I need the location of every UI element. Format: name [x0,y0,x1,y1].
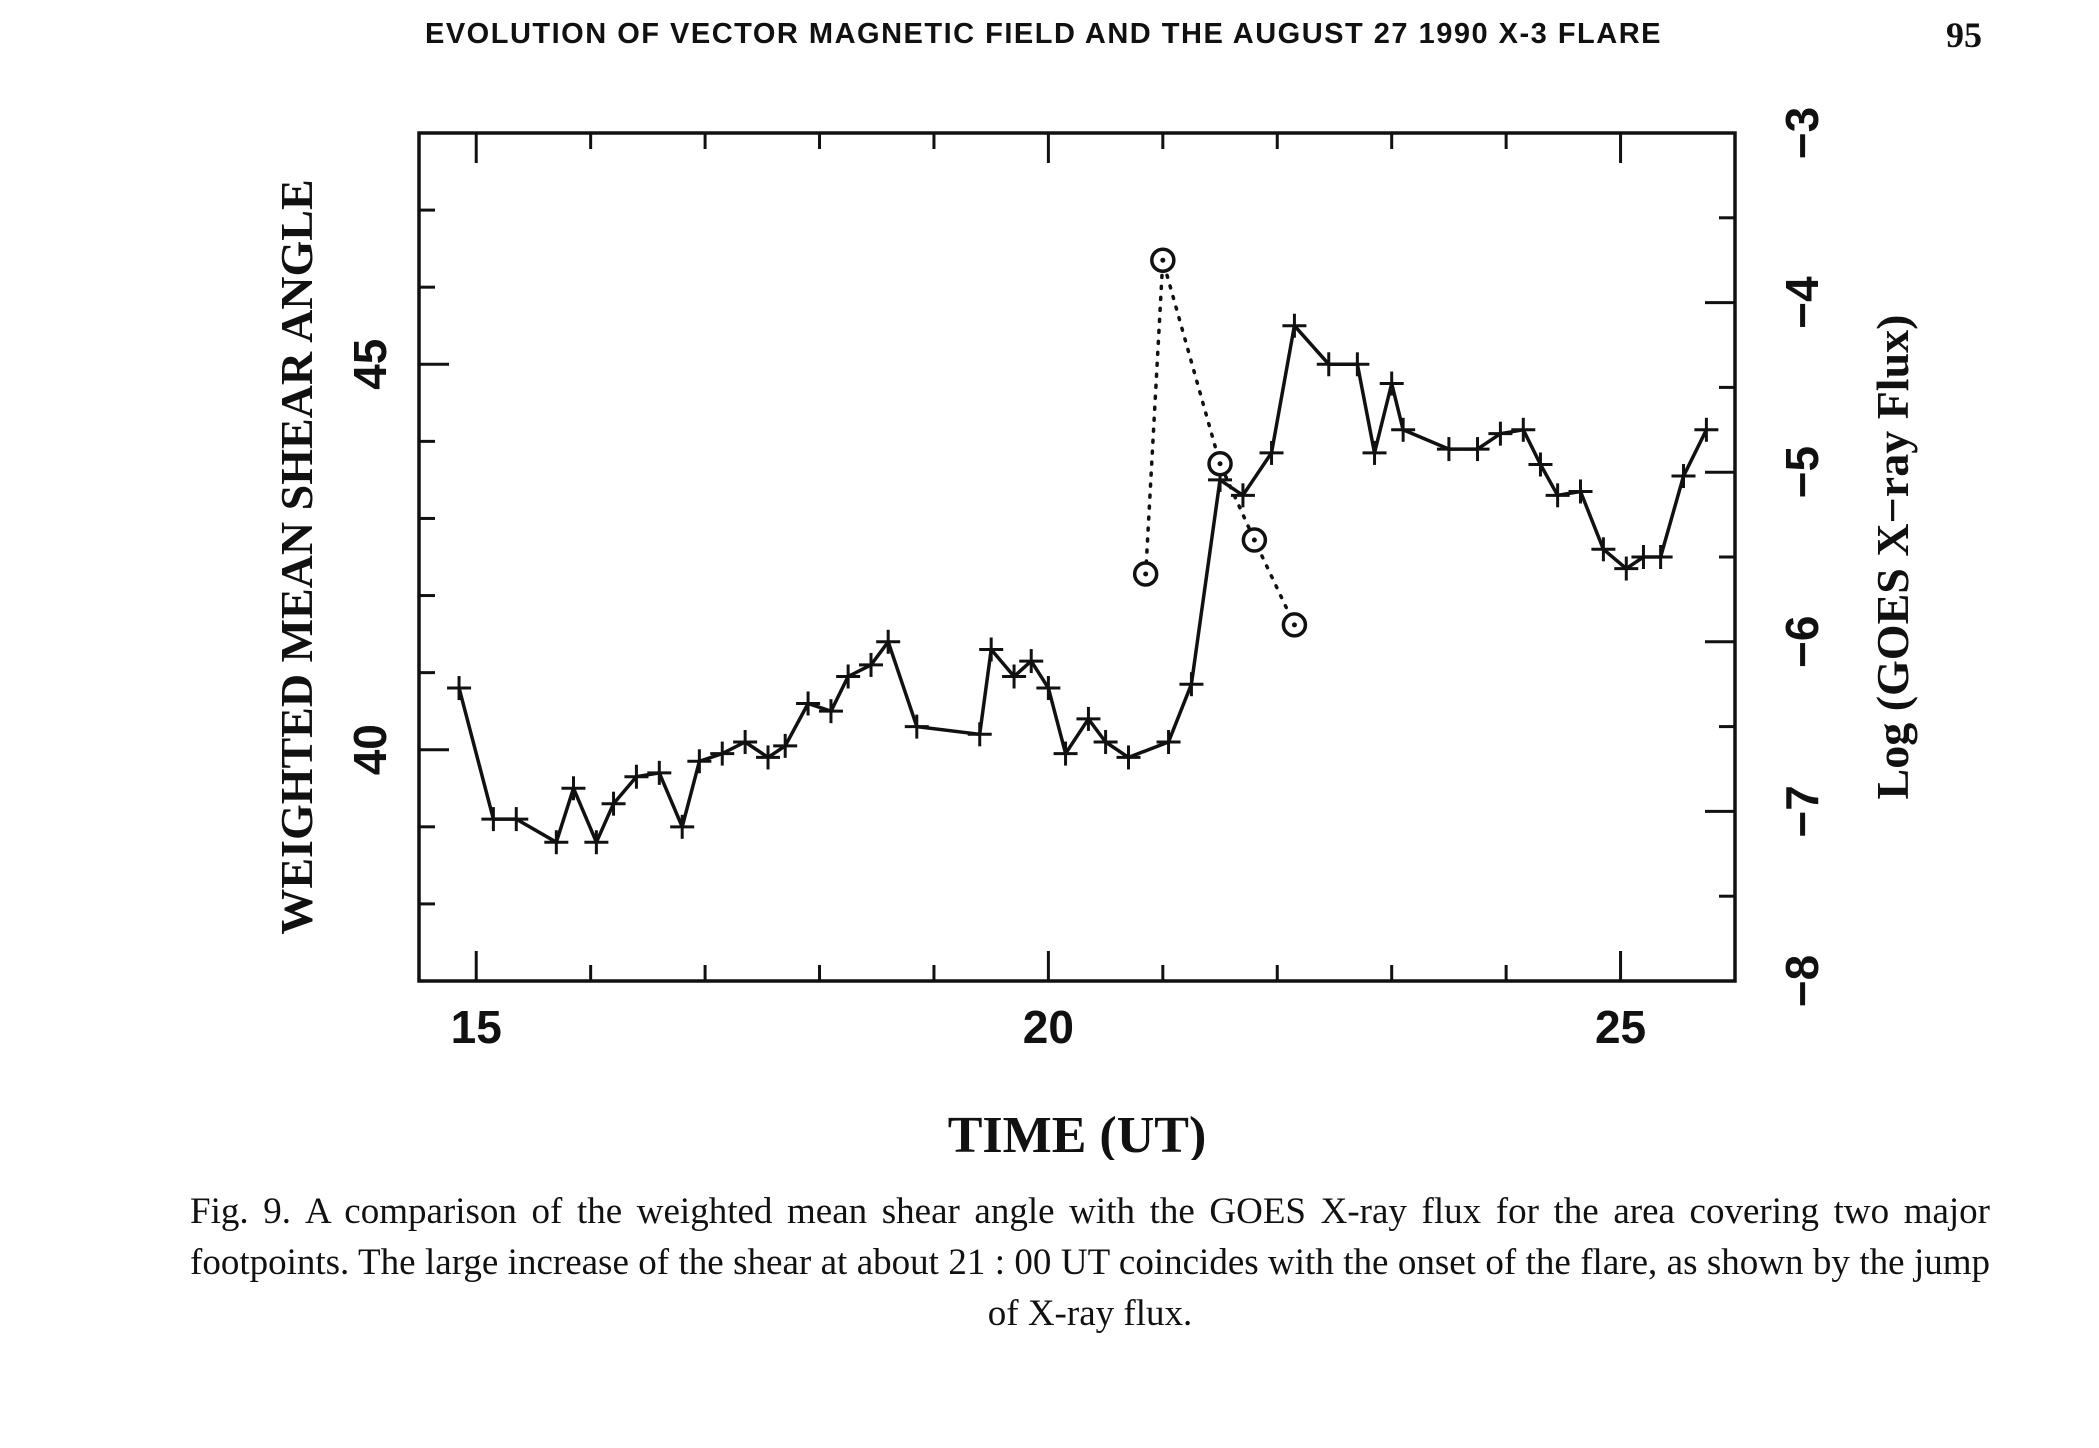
shear-point [1528,452,1553,477]
shear-point [1116,745,1141,770]
flux-point-center [1291,622,1297,628]
y2-tick-label: −5 [1776,446,1828,498]
shear-point [504,807,529,832]
shear-point [647,760,672,785]
flux-line [1143,258,1297,627]
shear-point [796,691,821,716]
axis-ticks [419,131,1737,983]
shear-point [1076,706,1101,731]
shear-point [1671,464,1696,489]
shear-point [967,722,992,747]
shear-point [544,830,569,855]
y-tick-label: 40 [344,724,396,775]
shear-point [1591,537,1616,562]
shear-point [1488,421,1513,446]
shear-point [979,637,1004,662]
shear-point [1391,417,1416,442]
shear-point [1614,556,1639,581]
shear-point [836,664,861,689]
plot-frame [417,131,1737,983]
shear-point [670,814,695,839]
shear-point [1362,440,1387,465]
y-axis-label: WEIGHTED MEAN SHEAR ANGLE [271,179,322,934]
shear-point [1345,352,1370,377]
figure-caption: Fig. 9. A comparison of the weighted mean… [190,1186,1990,1339]
shear-point [876,629,901,654]
shear-point [733,730,758,755]
shear-point [601,791,626,816]
running-head-title: EVOLUTION OF VECTOR MAGNETIC FIELD AND T… [425,18,1662,50]
y-tick-label: 45 [344,339,396,390]
x-tick-label: 20 [1023,1001,1074,1053]
shear-flux-chart: 15 20 25 40 45 −8 −7 −6 −5 −4 −3 TIME (UT) WEIGHTE… [271,107,1918,1160]
page-number: 95 [1946,15,1982,55]
shear-point [1545,483,1570,508]
shear-point [1036,676,1061,701]
series-layer [447,247,1719,855]
y2-tick-label: −3 [1776,107,1828,159]
shear-point [1465,437,1490,462]
shear-point [1316,352,1341,377]
y2-tick-label: −4 [1776,276,1828,329]
axis-tick-labels: 15 20 25 40 45 −8 −7 −6 −5 −4 −3 [344,107,1828,1053]
y2-tick-label: −7 [1776,785,1828,837]
shear-point [710,741,735,766]
shear-point [904,714,929,739]
shear-point [859,652,884,677]
shear-point [447,676,472,701]
shear-point [1179,672,1204,697]
shear-point [1511,417,1536,442]
x-axis-label: TIME (UT) [948,1107,1207,1160]
flux-point-center [1160,257,1166,263]
caption-text: A comparison of the weighted mean shear … [190,1191,1991,1334]
flux-point-center [1217,461,1223,467]
shear-point [1019,649,1044,674]
flux-point-center [1143,571,1149,577]
shear-point [1259,440,1284,465]
shear-point [1156,730,1181,755]
figure-label: Fig. 9. [190,1191,291,1232]
shear-point [1053,741,1078,766]
shear-point [584,830,609,855]
y2-axis-label: Log (GOES X−ray Flux) [1867,315,1918,800]
shear-point [1282,313,1307,338]
shear-point [1379,371,1404,396]
shear-point [818,699,843,724]
shear-point [561,776,586,801]
shear-point [773,733,798,758]
shear-point [1568,479,1593,504]
shear-point [624,764,649,789]
shear-point [756,745,781,770]
y2-tick-label: −6 [1776,616,1828,668]
shear-point [1002,664,1027,689]
x-tick-label: 15 [451,1001,502,1053]
y2-tick-label: −8 [1776,955,1828,1007]
shear-point [1648,545,1673,569]
x-tick-label: 25 [1595,1001,1646,1053]
shear-point [1694,417,1719,442]
running-head: EVOLUTION OF VECTOR MAGNETIC FIELD AND T… [0,0,2099,70]
shear-point [1093,730,1118,755]
shear-point [481,807,506,832]
shear-point [1436,437,1461,462]
flux-point-center [1251,537,1257,543]
shear-line [457,323,1709,844]
shear-point [687,749,712,774]
